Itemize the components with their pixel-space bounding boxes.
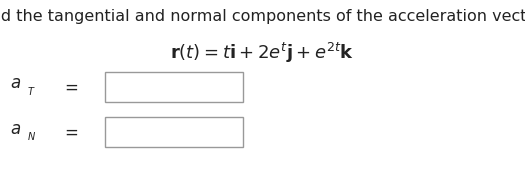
Text: $=$: $=$ [61, 124, 79, 140]
FancyBboxPatch shape [105, 117, 243, 147]
Text: Find the tangential and normal components of the acceleration vector.: Find the tangential and normal component… [0, 9, 525, 24]
Text: $_{T}$: $_{T}$ [27, 84, 36, 98]
Text: $_{N}$: $_{N}$ [27, 129, 36, 143]
Text: $=$: $=$ [61, 78, 79, 95]
Text: $a$: $a$ [10, 76, 21, 92]
FancyBboxPatch shape [105, 72, 243, 102]
Text: $\mathbf{r}(t) = t\mathbf{i} + 2e^{t}\mathbf{j} + e^{2t}\mathbf{k}$: $\mathbf{r}(t) = t\mathbf{i} + 2e^{t}\ma… [171, 41, 354, 65]
Text: $a$: $a$ [10, 120, 21, 138]
